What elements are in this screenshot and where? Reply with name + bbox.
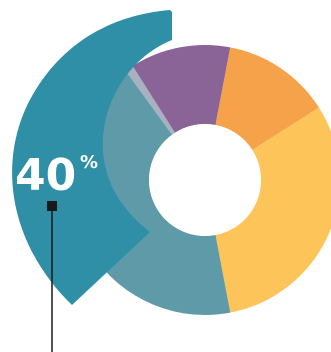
slice-label-suffix: % <box>80 152 98 173</box>
slice-F <box>205 235 231 315</box>
slice-E <box>215 107 331 313</box>
donut-hole <box>149 124 261 236</box>
slice-D <box>215 47 319 150</box>
slice-label-value: 40 <box>15 150 76 201</box>
slice-B <box>125 66 175 135</box>
slice-C <box>132 44 231 133</box>
